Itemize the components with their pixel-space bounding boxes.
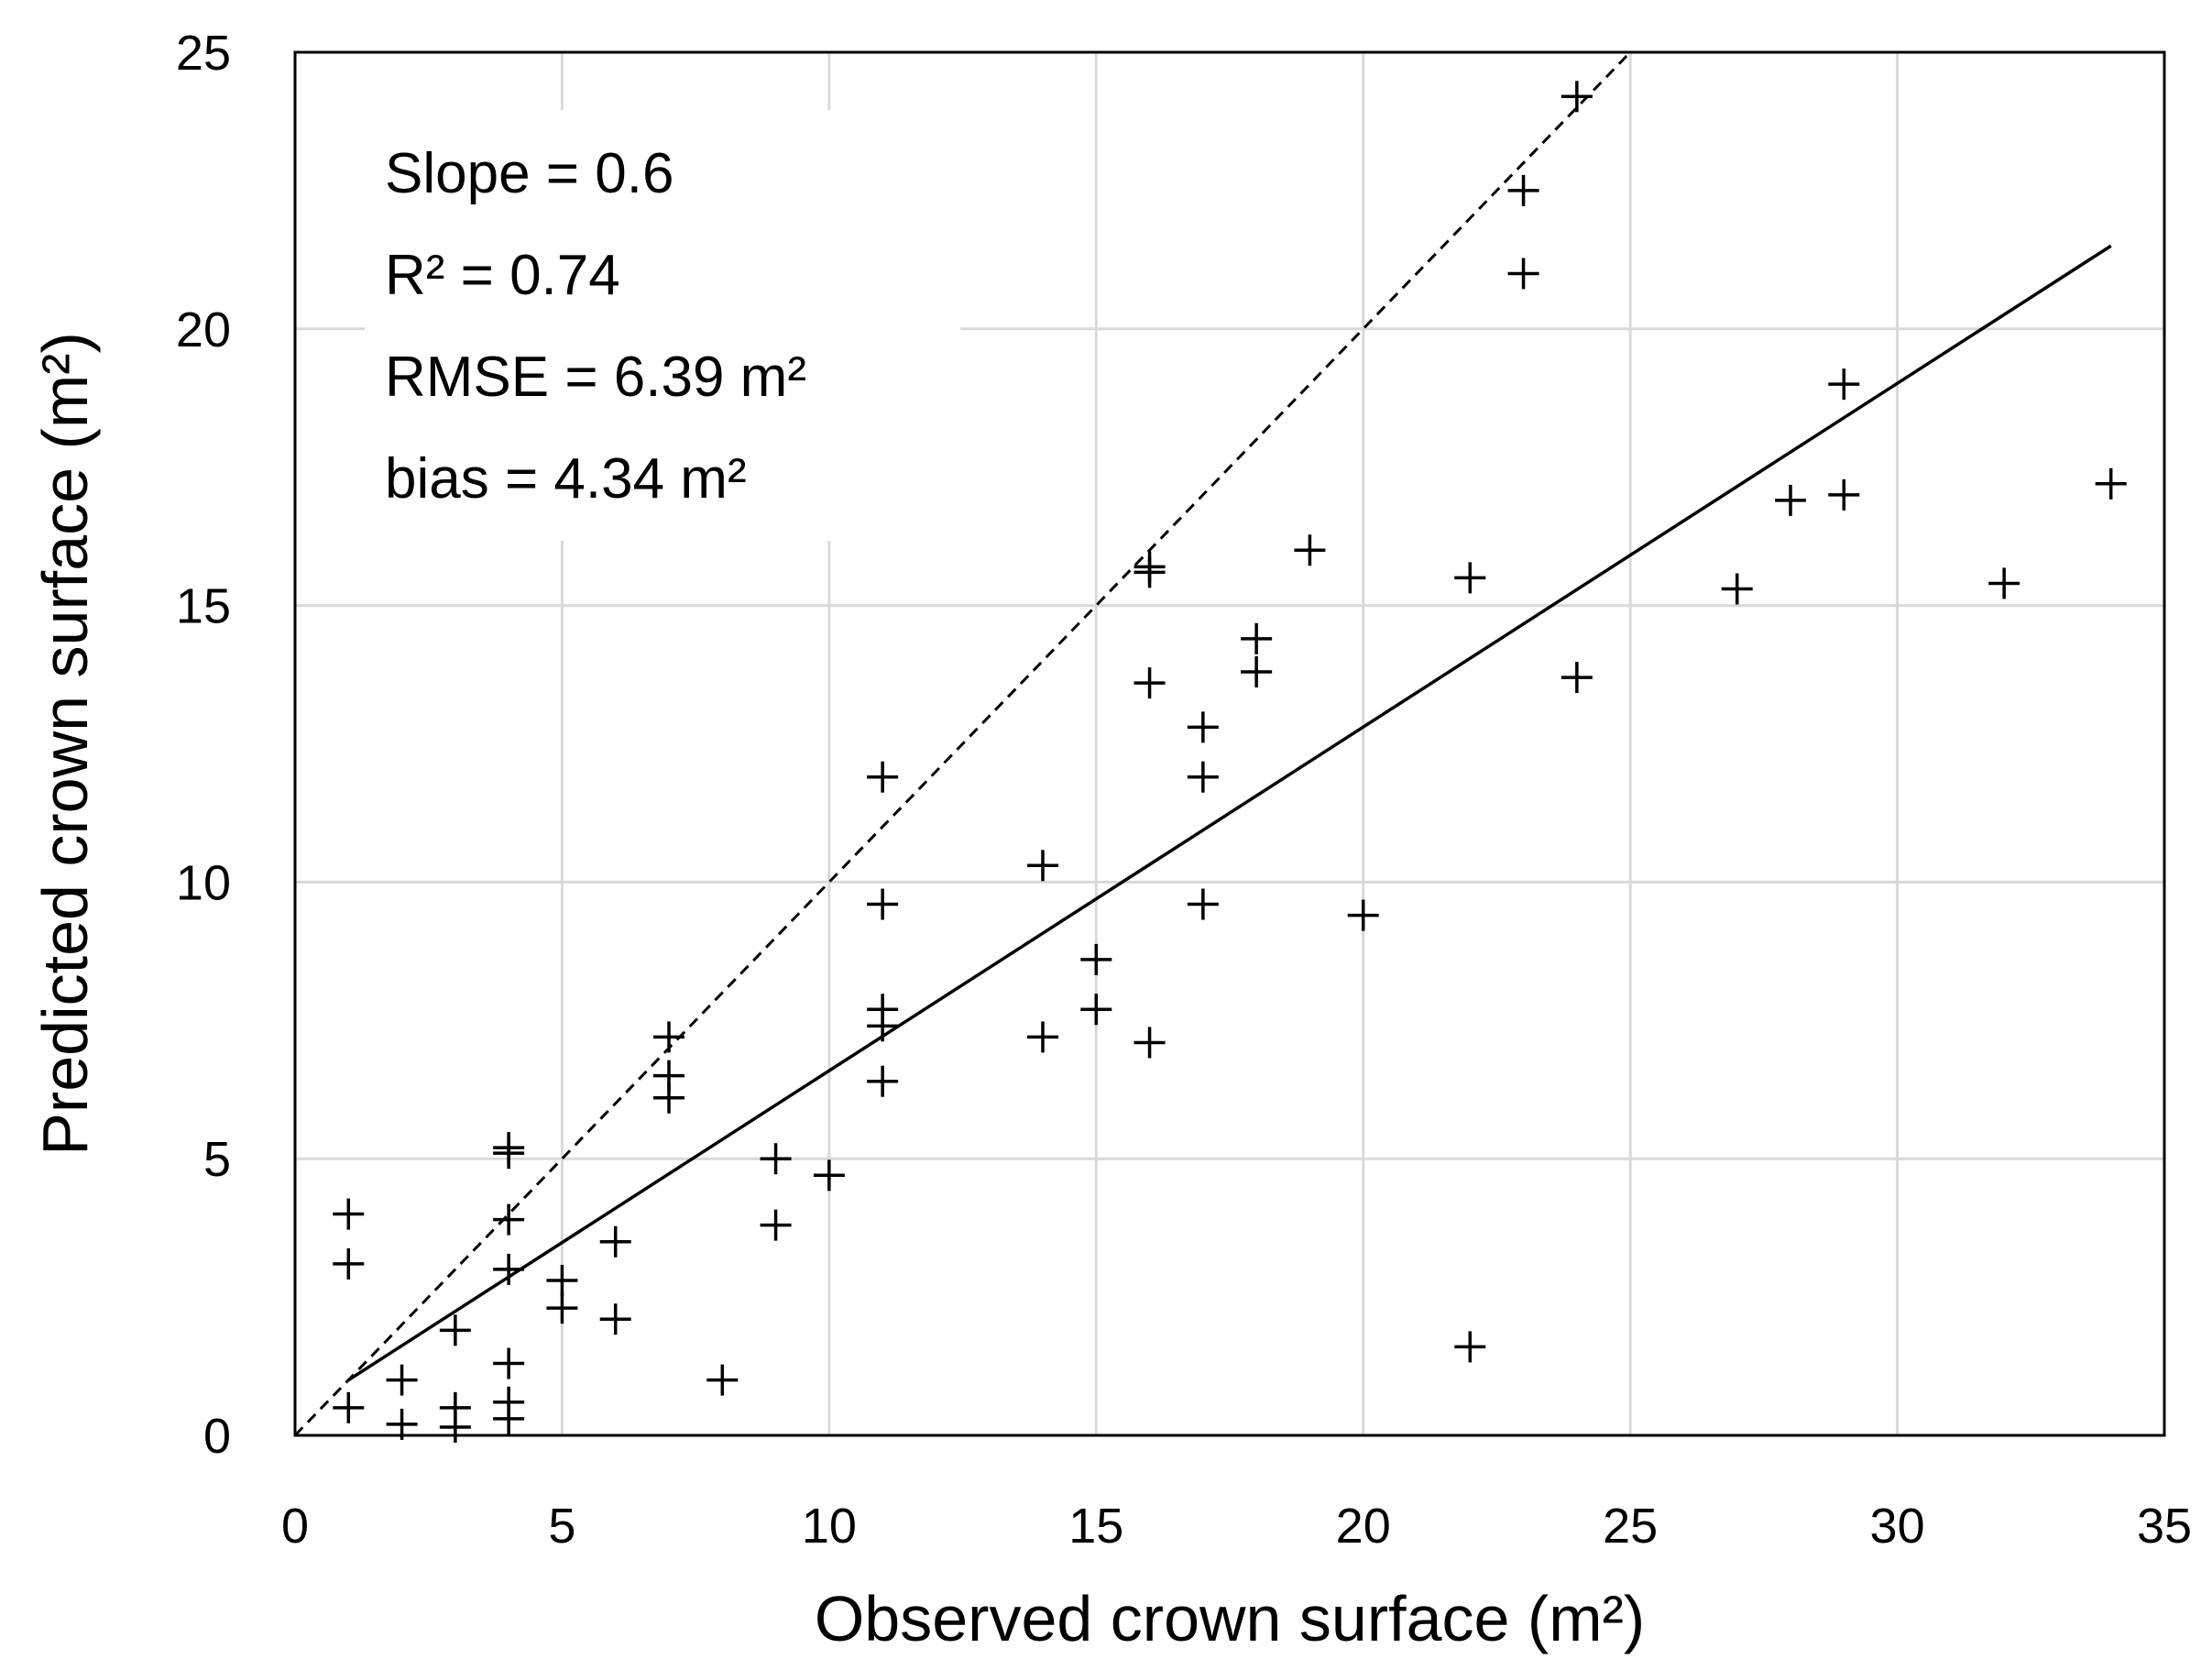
data-point: [599, 1225, 631, 1258]
data-point: [867, 888, 899, 920]
data-point: [1560, 662, 1593, 694]
data-point: [1133, 556, 1166, 588]
data-point: [439, 1411, 471, 1443]
plot-frame: [293, 50, 2166, 1437]
data-point: [1507, 174, 1539, 206]
data-point: [493, 1402, 525, 1434]
one-to-one-line: [293, 50, 1632, 1437]
data-point: [546, 1264, 578, 1296]
y-tick-label: 5: [203, 1132, 231, 1187]
data-point: [599, 1303, 631, 1335]
data-point: [760, 1143, 792, 1175]
data-point: [546, 1292, 578, 1324]
y-tick-label: 20: [176, 302, 231, 357]
data-point: [1187, 888, 1219, 920]
data-point: [867, 1065, 899, 1097]
data-point: [653, 1021, 684, 1053]
annotation-background: [365, 110, 960, 541]
data-point: [1988, 567, 2020, 599]
y-tick-labels: 0 5 10 15 20 25: [176, 26, 231, 1464]
x-tick-label: 0: [281, 1499, 309, 1554]
x-tick-label: 20: [1336, 1499, 1391, 1554]
data-point: [706, 1364, 739, 1396]
x-tick-label: 35: [2137, 1499, 2192, 1554]
stat-line: bias = 4.34 m²: [385, 447, 747, 511]
y-axis-title: Predicted crown surface (m²): [29, 332, 101, 1156]
data-point: [1560, 81, 1593, 113]
data-point: [813, 1159, 845, 1192]
data-point: [1294, 534, 1326, 566]
data-point: [333, 1247, 365, 1280]
x-tick-labels: 0 5 10 15 20 25 30 35: [281, 1499, 2192, 1554]
data-point: [439, 1314, 471, 1346]
data-point: [1187, 711, 1219, 743]
stats-annotation: Slope = 0.6 R² = 0.74 RMSE = 6.39 m² bias =…: [385, 142, 806, 511]
x-tick-label: 30: [1870, 1499, 1925, 1554]
data-point: [1721, 573, 1753, 605]
stat-line: RMSE = 6.39 m²: [385, 346, 806, 409]
data-point: [760, 1209, 792, 1241]
data-point: [493, 1253, 525, 1285]
fit-lines: [293, 50, 2112, 1437]
y-tick-label: 15: [176, 579, 231, 634]
data-point: [1454, 562, 1486, 594]
data-point: [1133, 667, 1166, 699]
data-point: [493, 1137, 525, 1170]
data-point: [867, 761, 899, 793]
x-axis-title: Observed crown surface (m²): [815, 1583, 1645, 1654]
annotation-box: [365, 110, 960, 541]
data-point: [2095, 467, 2127, 500]
data-point: [1507, 258, 1539, 290]
y-tick-label: 0: [203, 1409, 231, 1464]
data-points: [333, 81, 2127, 1443]
x-tick-label: 5: [548, 1499, 575, 1554]
data-point: [333, 1198, 365, 1230]
data-point: [1027, 1021, 1058, 1053]
data-point: [1828, 368, 1860, 401]
data-point: [1187, 761, 1219, 793]
data-point: [1454, 1331, 1486, 1363]
data-point: [1241, 656, 1273, 688]
data-point: [1828, 478, 1860, 511]
data-point: [1080, 994, 1112, 1026]
data-point: [493, 1203, 525, 1236]
data-point: [1080, 943, 1112, 975]
x-tick-label: 10: [802, 1499, 857, 1554]
data-point: [1241, 622, 1273, 654]
data-point: [1027, 850, 1058, 882]
stat-line: R² = 0.74: [385, 244, 620, 307]
data-point: [493, 1347, 525, 1379]
data-point: [1133, 1027, 1166, 1059]
regression-line: [347, 244, 2112, 1382]
x-tick-label: 25: [1603, 1499, 1658, 1554]
stat-line: Slope = 0.6: [385, 142, 673, 205]
data-point: [653, 1082, 684, 1114]
data-point: [333, 1391, 365, 1423]
data-point: [1347, 899, 1379, 931]
x-tick-label: 15: [1068, 1499, 1123, 1554]
y-tick-label: 10: [176, 855, 231, 910]
data-point: [1775, 484, 1806, 516]
data-point: [386, 1364, 418, 1396]
data-point: [867, 1010, 899, 1042]
y-tick-label: 25: [176, 26, 231, 81]
